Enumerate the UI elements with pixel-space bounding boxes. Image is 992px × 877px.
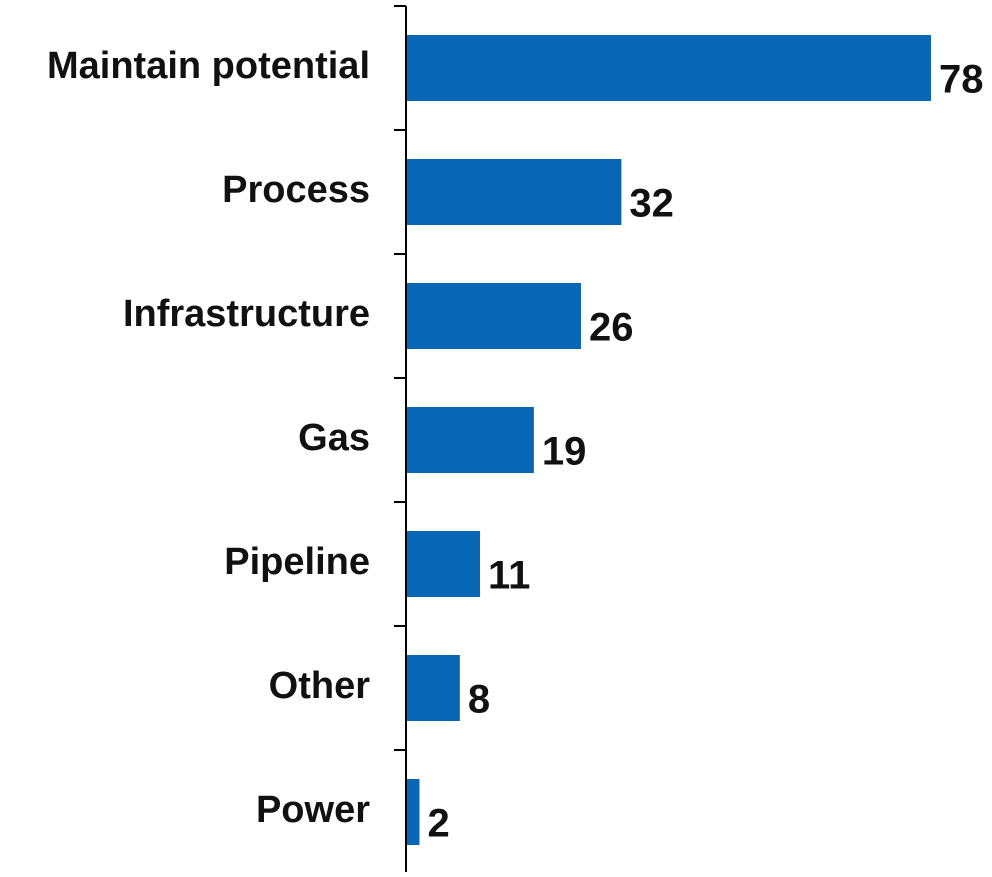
value-label: 2	[427, 802, 449, 846]
category-label: Gas	[298, 417, 370, 459]
bar-power	[406, 779, 420, 845]
value-label: 11	[488, 554, 530, 598]
value-label: 78	[939, 58, 984, 102]
bar-pipeline	[406, 531, 481, 597]
category-label: Process	[222, 169, 370, 211]
bar-gas	[406, 407, 534, 473]
bar-maintain-potential	[406, 35, 931, 101]
value-label: 19	[542, 430, 587, 474]
value-label: 8	[468, 678, 490, 722]
value-label: 26	[589, 306, 634, 350]
category-label: Maintain potential	[47, 45, 370, 87]
category-label: Infrastructure	[123, 293, 370, 335]
category-label: Power	[256, 789, 370, 831]
category-label: Other	[269, 665, 371, 707]
bar-process	[406, 159, 622, 225]
bar-other	[406, 655, 460, 721]
value-label: 32	[629, 182, 674, 226]
bar-infrastructure	[406, 283, 581, 349]
category-label: Pipeline	[224, 541, 370, 583]
